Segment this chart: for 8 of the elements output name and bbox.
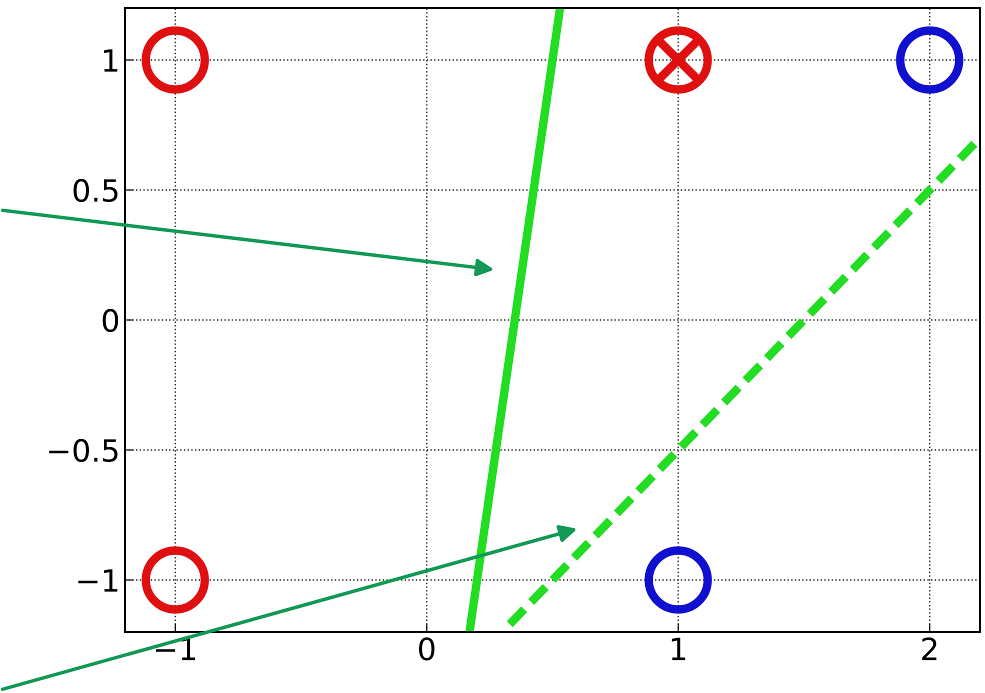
y-tick-label: −0.5: [49, 438, 118, 462]
x-tick-label: 2: [922, 637, 936, 660]
x-tick-label: 0: [419, 637, 434, 661]
x-tick-label: 1: [672, 638, 686, 660]
y-tick-label: −1: [78, 569, 118, 592]
y-tick-label: 1: [104, 49, 118, 72]
y-tick-label: 0.5: [74, 178, 118, 202]
y-tick-label: 0: [102, 308, 118, 332]
